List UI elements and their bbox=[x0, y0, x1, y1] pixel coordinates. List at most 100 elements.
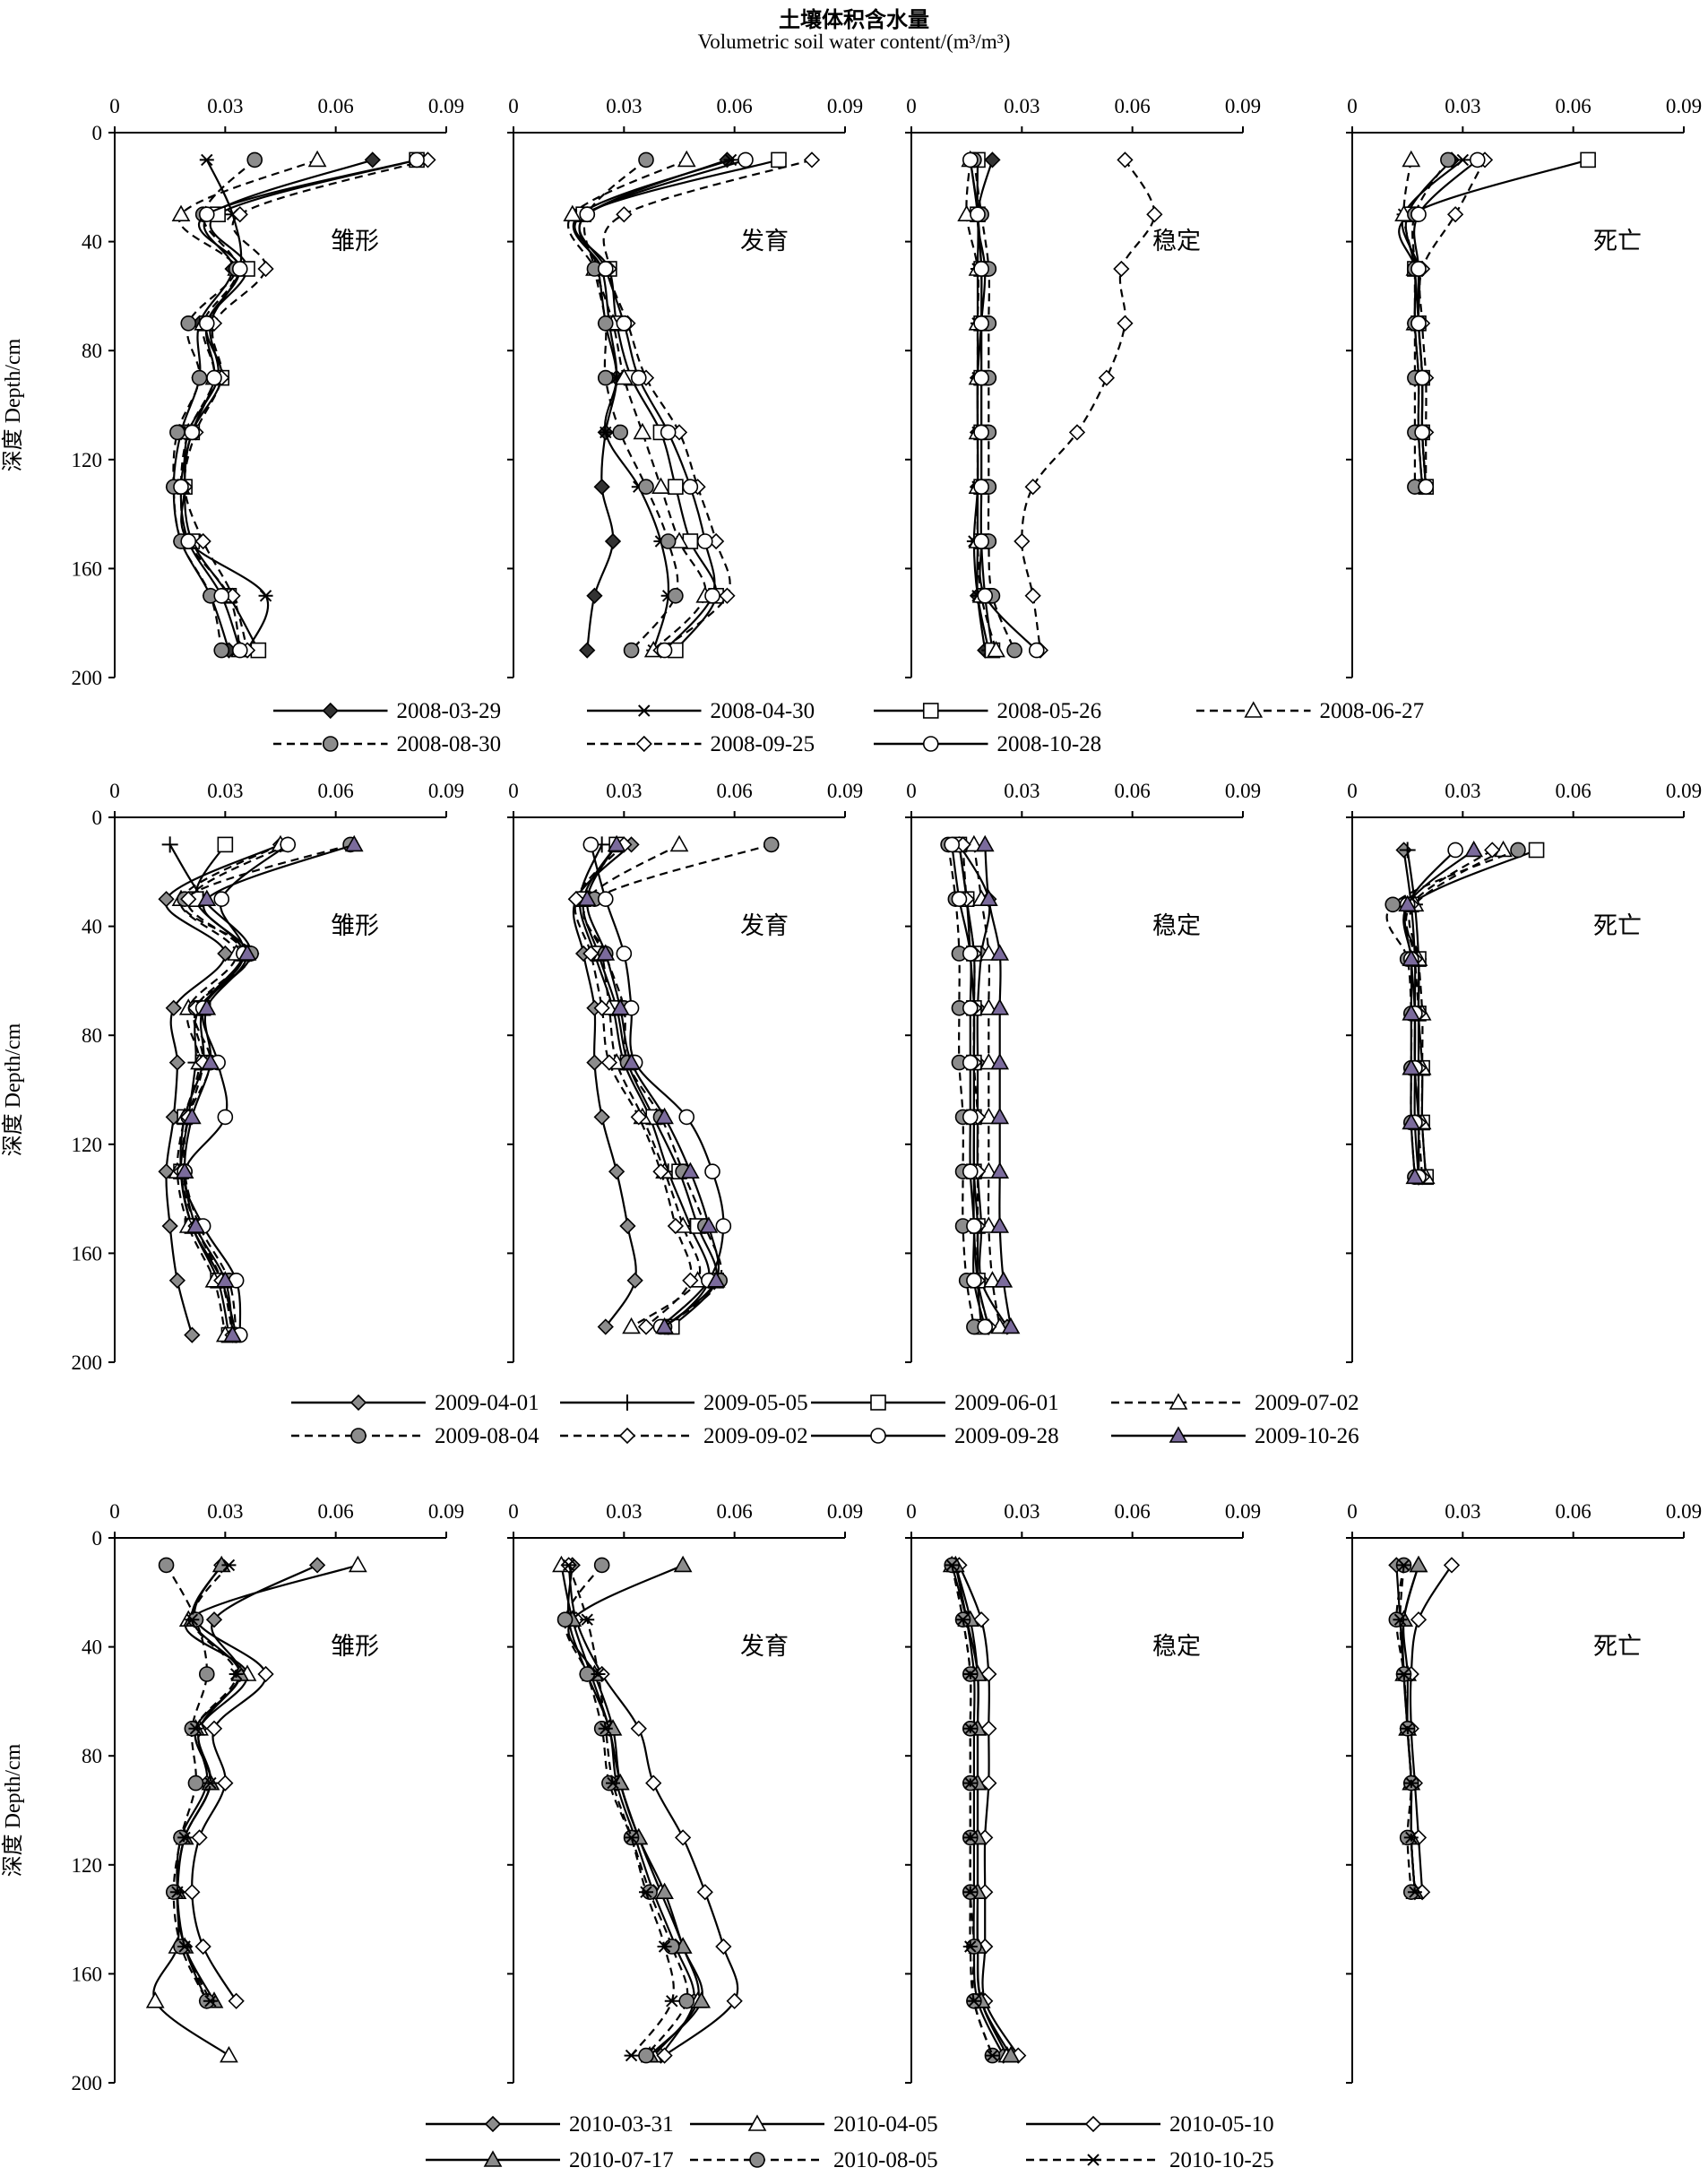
x-tick-label: 0 bbox=[906, 95, 917, 117]
x-tick-label: 0.03 bbox=[606, 780, 642, 802]
series-line bbox=[183, 843, 289, 1335]
data-point bbox=[677, 150, 696, 168]
data-point bbox=[966, 1273, 982, 1289]
x-tick-label: 0.03 bbox=[1445, 95, 1480, 117]
data-point bbox=[600, 1054, 618, 1071]
series-line bbox=[958, 1564, 1020, 2057]
x-tick-label: 0.06 bbox=[1556, 780, 1592, 802]
legend-marker bbox=[922, 736, 939, 752]
legend-item: 2009-09-02 bbox=[560, 1424, 808, 1448]
data-point bbox=[668, 479, 684, 496]
data-point bbox=[1098, 369, 1116, 386]
data-point bbox=[607, 834, 626, 852]
x-tick-label: 0.09 bbox=[1666, 780, 1702, 802]
data-point bbox=[180, 533, 197, 549]
data-point bbox=[962, 1723, 978, 1735]
data-point bbox=[1403, 1831, 1419, 1844]
x-tick-label: 0.09 bbox=[1225, 780, 1261, 802]
data-point bbox=[966, 1995, 981, 2008]
data-point bbox=[223, 1325, 242, 1343]
data-point bbox=[215, 1271, 235, 1288]
data-point bbox=[158, 891, 175, 908]
data-point bbox=[597, 315, 614, 332]
data-point bbox=[962, 1668, 978, 1680]
y-tick-label: 40 bbox=[82, 1636, 102, 1659]
data-point bbox=[201, 1052, 220, 1070]
data-point bbox=[213, 642, 230, 659]
series-line bbox=[972, 160, 1016, 652]
data-point bbox=[205, 1611, 223, 1628]
series-2010-10-25 bbox=[561, 1559, 679, 2062]
data-point bbox=[962, 1109, 979, 1126]
data-point bbox=[1399, 842, 1416, 859]
data-point bbox=[699, 1216, 719, 1233]
data-point bbox=[1117, 151, 1134, 168]
legend-item: 2009-09-28 bbox=[811, 1424, 1059, 1448]
legend-2010: 2010-03-31 2010-04-05 2010-05-10 2010-07-17… bbox=[426, 2112, 1274, 2172]
series-line bbox=[582, 843, 702, 1328]
x-tick-label: 0 bbox=[906, 1500, 917, 1523]
data-point bbox=[979, 1052, 998, 1070]
y-tick-label: 200 bbox=[72, 667, 103, 689]
panel-2009-1: 0 0.03 0.06 0.09 0 40 80 120 160 200 雏形 bbox=[72, 780, 465, 1374]
series-line bbox=[183, 159, 428, 651]
data-point bbox=[145, 1991, 165, 2008]
series-line bbox=[567, 1565, 675, 2057]
series-2008-05-26 bbox=[177, 151, 425, 659]
data-point bbox=[738, 151, 754, 168]
data-point bbox=[199, 153, 214, 167]
series-line bbox=[582, 159, 679, 652]
data-point bbox=[593, 1109, 610, 1126]
data-point bbox=[1410, 261, 1427, 277]
legend-marker bbox=[636, 704, 651, 717]
data-point bbox=[656, 2047, 673, 2064]
data-point bbox=[970, 206, 986, 222]
legend-label: 2010-05-10 bbox=[1169, 2112, 1274, 2137]
data-point bbox=[616, 946, 633, 962]
x-tick-label: 0.03 bbox=[1004, 1500, 1039, 1523]
data-point bbox=[692, 1991, 712, 2008]
data-point bbox=[597, 891, 614, 908]
panel-2010-4: 0 0.03 0.06 0.09 死亡 bbox=[1346, 1500, 1702, 2084]
series-2008-08-30 bbox=[579, 151, 684, 659]
series-2010-07-17 bbox=[563, 1555, 712, 2063]
y-tick-label: 0 bbox=[92, 122, 103, 144]
panel-label: 雏形 bbox=[331, 228, 379, 255]
data-point bbox=[596, 944, 616, 961]
legend-item: 2010-08-05 bbox=[690, 2148, 938, 2172]
x-tick-label: 0 bbox=[508, 1500, 519, 1523]
data-point bbox=[612, 424, 629, 441]
series-2010-04-05 bbox=[552, 1555, 707, 2063]
legend-label: 2009-05-05 bbox=[703, 1391, 808, 1415]
x-tick-label: 0 bbox=[906, 780, 917, 802]
legend-label: 2008-06-27 bbox=[1320, 699, 1425, 723]
series-line bbox=[191, 1564, 267, 2002]
data-point bbox=[1407, 1886, 1422, 1898]
data-point bbox=[173, 479, 189, 496]
data-point bbox=[1440, 151, 1456, 168]
data-point bbox=[990, 998, 1010, 1015]
data-point bbox=[980, 1665, 997, 1683]
data-point bbox=[973, 261, 989, 277]
data-point bbox=[258, 590, 273, 602]
data-point bbox=[1410, 206, 1427, 222]
data-point bbox=[563, 204, 582, 221]
data-point bbox=[598, 426, 613, 439]
data-point bbox=[630, 1109, 647, 1126]
data-point bbox=[175, 1161, 194, 1179]
data-point bbox=[231, 206, 248, 223]
data-point bbox=[1117, 315, 1134, 332]
data-point bbox=[990, 1216, 1010, 1233]
data-point bbox=[1446, 206, 1464, 223]
panel-2009-4: 0 0.03 0.06 0.09 死亡 bbox=[1346, 780, 1702, 1363]
series-line bbox=[586, 843, 720, 1328]
data-point bbox=[639, 1886, 653, 1898]
data-point bbox=[1014, 532, 1031, 550]
panel-2008-2: 0 0.03 0.06 0.09 发育 bbox=[507, 95, 863, 678]
x-tick-label: 0.06 bbox=[1115, 1500, 1151, 1523]
legend-item: 2009-07-02 bbox=[1111, 1391, 1359, 1415]
x-tick-label: 0.09 bbox=[428, 1500, 464, 1523]
x-tick-label: 0 bbox=[109, 780, 120, 802]
data-point bbox=[987, 640, 1005, 658]
